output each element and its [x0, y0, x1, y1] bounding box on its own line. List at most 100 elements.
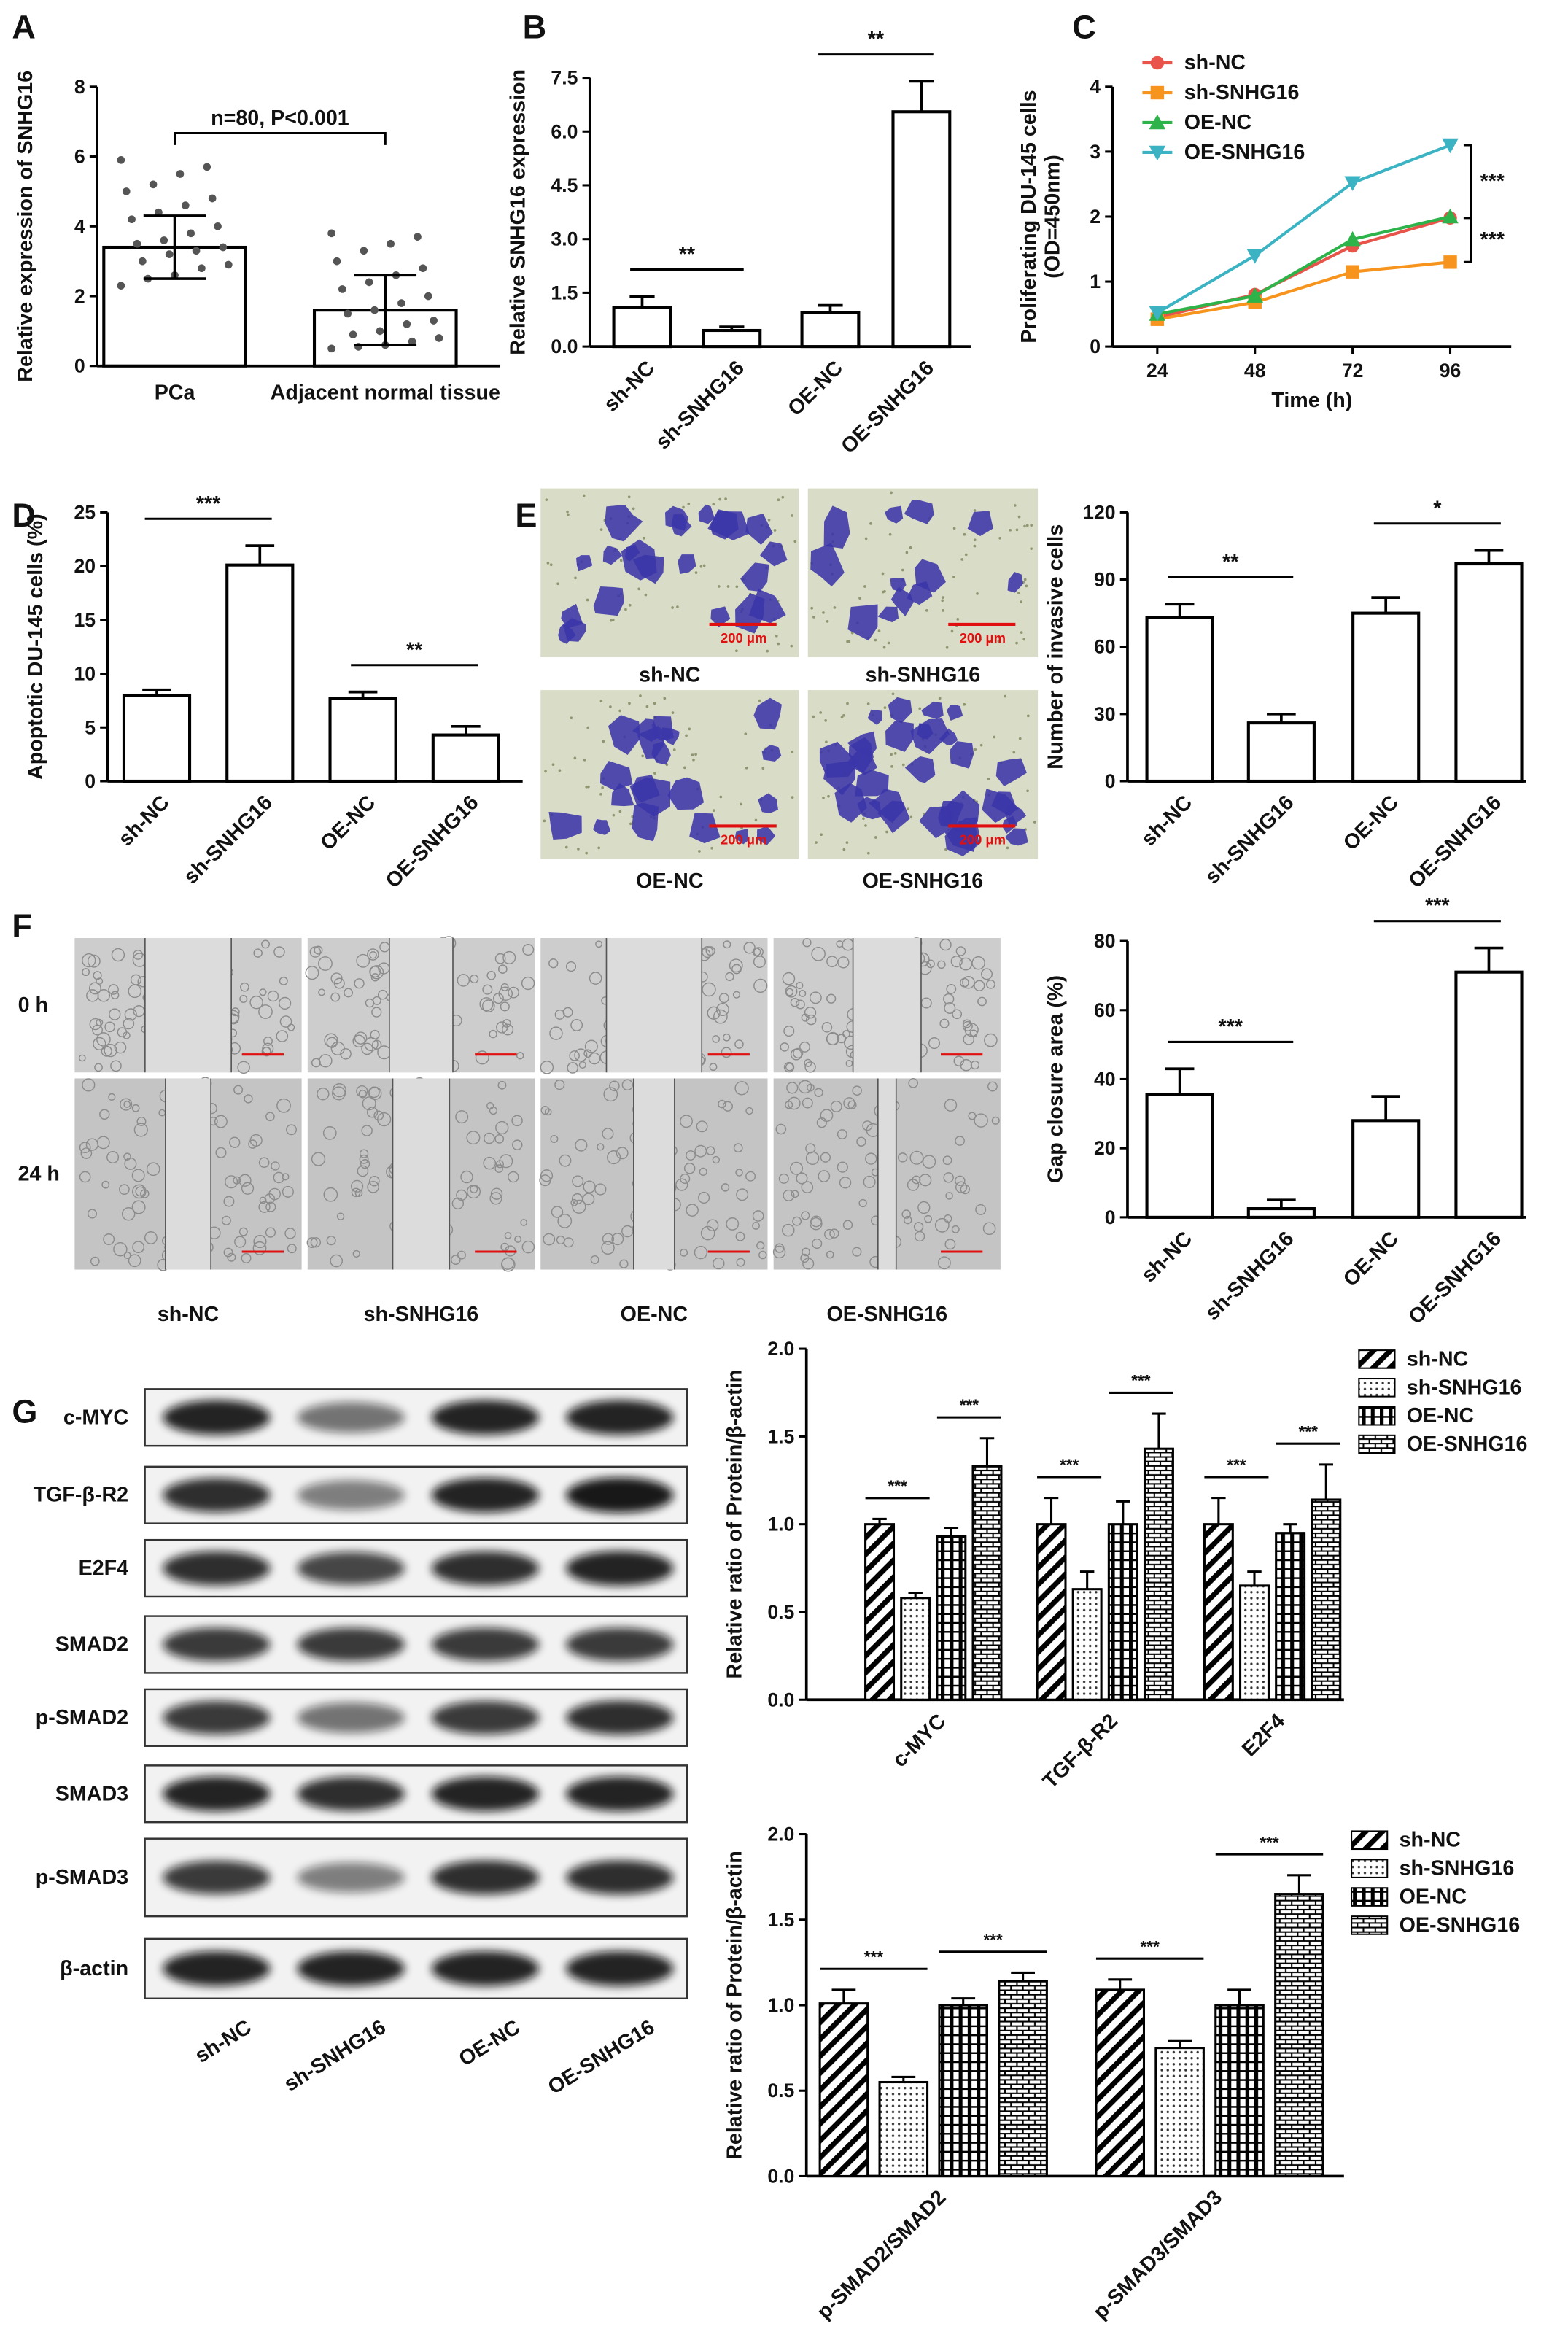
cell	[718, 993, 729, 1004]
cell	[317, 1088, 330, 1101]
cell	[104, 1021, 115, 1033]
speckle	[888, 532, 892, 536]
cell	[460, 1170, 473, 1184]
error-bar	[1319, 1463, 1334, 1500]
speckle	[551, 763, 555, 767]
cell	[239, 994, 248, 1004]
cell	[451, 1255, 461, 1265]
cell	[683, 1163, 696, 1174]
stained-cell	[890, 578, 907, 592]
legend-swatch	[1358, 1378, 1396, 1398]
stained-cell	[877, 606, 899, 623]
cell	[282, 1173, 290, 1181]
data-point	[214, 222, 222, 230]
band	[431, 1700, 540, 1735]
cell	[780, 1042, 789, 1052]
panel-letter: E	[515, 497, 537, 534]
stained-cell	[548, 811, 582, 840]
y-tick-label: 0	[74, 355, 85, 377]
speckle	[773, 529, 777, 532]
cell	[745, 1107, 753, 1115]
legend-marker	[1149, 114, 1166, 130]
cell	[826, 956, 838, 967]
speckle	[976, 592, 979, 595]
speckle	[653, 772, 656, 775]
legend-label: OE-NC	[1184, 111, 1251, 134]
legend-label: sh-SNHG16	[1184, 81, 1300, 104]
speckle	[712, 809, 715, 812]
cell	[796, 1172, 808, 1185]
cell	[330, 972, 343, 985]
speckle	[1017, 592, 1020, 594]
bar	[1071, 1588, 1103, 1701]
cell	[824, 1228, 835, 1240]
cell	[215, 1147, 227, 1158]
y-tick-label: 80	[1094, 930, 1116, 952]
cell	[806, 1014, 817, 1026]
stained-cell	[847, 748, 877, 775]
data-point	[198, 264, 206, 273]
cell	[287, 1244, 297, 1254]
cell	[578, 1061, 586, 1069]
cell	[361, 1042, 373, 1055]
cell	[89, 1018, 101, 1031]
bar	[1311, 1498, 1342, 1701]
cell	[248, 1139, 257, 1149]
cell	[540, 1061, 554, 1074]
cell	[494, 1134, 505, 1144]
error-bar	[1287, 1874, 1311, 1894]
cell	[276, 1098, 291, 1113]
cell	[943, 1172, 954, 1183]
significance-label: n=80, P<0.001	[211, 106, 349, 130]
cell	[812, 1238, 823, 1249]
y-tick-label: 1	[1090, 271, 1101, 292]
bar	[1454, 562, 1524, 783]
cell	[495, 1160, 504, 1169]
cell	[123, 1031, 131, 1039]
data-point	[165, 250, 174, 258]
cell	[953, 1055, 964, 1066]
cell	[783, 1189, 795, 1201]
cell	[574, 1048, 588, 1062]
speckle	[585, 785, 589, 789]
row-label: 0 h	[18, 993, 48, 1017]
speckle	[683, 766, 686, 770]
gap-edge	[144, 937, 232, 1073]
speckle	[987, 778, 990, 780]
bar	[328, 697, 397, 783]
x-axis-label: Time (h)	[1271, 389, 1352, 412]
data-point	[414, 233, 422, 241]
cell	[123, 1101, 131, 1108]
cell	[798, 1080, 812, 1094]
cell	[123, 1018, 135, 1030]
cell	[809, 991, 822, 1004]
speckle	[909, 815, 913, 819]
stained-cell	[748, 589, 786, 624]
cell	[621, 1079, 634, 1091]
cell	[457, 1250, 466, 1260]
legend-marker	[1150, 85, 1165, 100]
speckle	[767, 518, 771, 522]
speckle	[618, 810, 622, 813]
significance-label: ***	[864, 1948, 884, 1966]
cell	[826, 993, 837, 1004]
speckle	[883, 706, 887, 709]
stained-cell	[593, 818, 611, 835]
error-bar	[143, 214, 206, 280]
stained-cell	[608, 715, 641, 755]
speckle	[718, 585, 721, 588]
y-tick-label: 90	[1094, 569, 1116, 591]
cell	[802, 1097, 813, 1109]
cell	[133, 1005, 145, 1018]
cell	[811, 946, 826, 961]
cell	[318, 956, 333, 971]
cell	[718, 1099, 726, 1109]
cell	[286, 1124, 297, 1136]
y-tick-label: 8	[74, 76, 85, 98]
speckle	[973, 509, 977, 512]
speckle	[573, 756, 577, 760]
cell	[543, 1233, 556, 1246]
speckle	[602, 740, 605, 743]
cell	[514, 1235, 522, 1243]
